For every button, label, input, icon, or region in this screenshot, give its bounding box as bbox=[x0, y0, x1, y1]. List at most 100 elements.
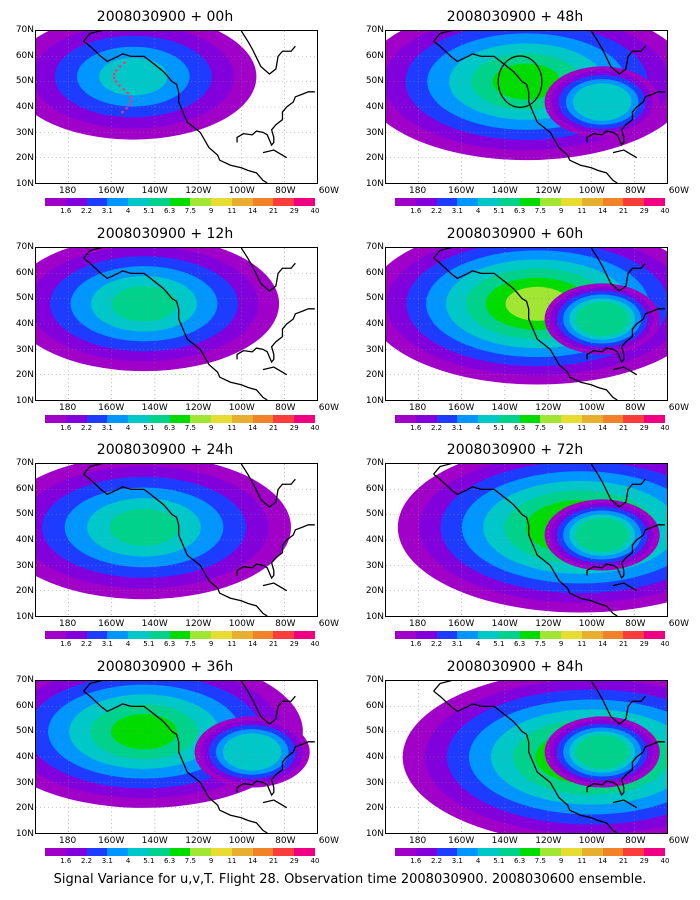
colorbar-tick-label: 4 bbox=[475, 207, 481, 215]
coastline bbox=[433, 690, 618, 833]
colorbar-tick-label: 3.1 bbox=[101, 424, 113, 432]
colorbar-tick-label: 3.1 bbox=[451, 857, 463, 865]
colorbar-swatch bbox=[457, 631, 479, 639]
sample-point bbox=[115, 69, 118, 72]
longitude-label: 120W bbox=[535, 186, 562, 196]
colorbar-tick-label: 21 bbox=[268, 857, 278, 865]
latitude-label: 30N bbox=[365, 560, 384, 571]
colorbar-labels: 1.6 2.2 3.1 4 5.1 6.3 7.5 9 11 14 21 29 40 bbox=[395, 207, 669, 216]
colorbar-tick-label: 3.1 bbox=[101, 640, 113, 648]
colorbar-tick-label: 5.1 bbox=[143, 424, 155, 432]
colorbar-swatch bbox=[644, 198, 665, 206]
longitude-label: 120W bbox=[185, 619, 212, 629]
colorbar-swatch bbox=[211, 198, 232, 206]
longitude-label: 60W bbox=[318, 186, 340, 196]
coastline bbox=[590, 681, 646, 725]
coastline bbox=[236, 741, 315, 797]
longitude-label: 100W bbox=[578, 403, 605, 413]
latitude-label: 50N bbox=[365, 726, 384, 737]
map-panel-p00: 2008030900 + 00h 70N 60N 50N 40N 30N 20N 10N 180… bbox=[0, 8, 339, 218]
colorbar-tick-label: 5.1 bbox=[493, 857, 505, 865]
map-panel-p12: 2008030900 + 12h 70N 60N 50N 40N 30N 20N 10N 180… bbox=[0, 225, 339, 435]
coastline bbox=[586, 524, 665, 580]
longitude-label: 140W bbox=[491, 619, 518, 629]
colorbar-tick-label: 40 bbox=[660, 857, 670, 865]
colorbar-swatch bbox=[231, 415, 253, 423]
colorbar-tick-label: 2.2 bbox=[430, 207, 443, 215]
variance-contour bbox=[575, 301, 629, 337]
colorbar-tick-label: 1.6 bbox=[410, 640, 422, 648]
colorbar-tick-label: 40 bbox=[660, 207, 670, 215]
latitude-label: 70N bbox=[365, 458, 384, 468]
colorbar-tick-label: 40 bbox=[310, 857, 320, 865]
latitude-label: 50N bbox=[365, 76, 384, 87]
latitude-label: 10N bbox=[15, 612, 34, 622]
colorbar-swatch bbox=[395, 631, 416, 639]
longitude-label: 140W bbox=[491, 186, 518, 196]
colorbar-labels: 1.6 2.2 3.1 4 5.1 6.3 7.5 9 11 14 21 29 40 bbox=[45, 857, 319, 866]
colorbar-swatch bbox=[65, 198, 87, 206]
coastline bbox=[240, 464, 296, 508]
colorbar bbox=[45, 848, 315, 856]
colorbar-tick-label: 14 bbox=[598, 207, 608, 215]
colorbar-swatch bbox=[581, 848, 603, 856]
colorbar-tick-label: 14 bbox=[248, 424, 258, 432]
colorbar-tick-label: 9 bbox=[208, 424, 214, 432]
colorbar-swatch bbox=[148, 415, 170, 423]
colorbar-tick-label: 21 bbox=[268, 424, 278, 432]
coastline bbox=[590, 248, 646, 292]
colorbar-swatch bbox=[86, 198, 108, 206]
colorbar-swatch bbox=[211, 415, 232, 423]
longitude-label: 160W bbox=[98, 186, 125, 196]
latitude-label: 50N bbox=[365, 293, 384, 304]
latitude-label: 40N bbox=[365, 319, 384, 329]
latitude-label: 20N bbox=[365, 370, 384, 381]
longitude-label: 160W bbox=[98, 836, 125, 846]
colorbar-swatch bbox=[540, 415, 562, 423]
sample-point bbox=[122, 87, 125, 91]
colorbar-tick-label: 7.5 bbox=[184, 424, 196, 432]
latitude-label: 40N bbox=[15, 102, 34, 112]
colorbar-swatch bbox=[457, 415, 479, 423]
coastline bbox=[236, 91, 315, 147]
colorbar-swatch bbox=[498, 631, 520, 639]
colorbar-tick-label: 3.1 bbox=[101, 207, 113, 215]
coastline bbox=[612, 582, 638, 592]
colorbar-tick-label: 4 bbox=[125, 640, 131, 648]
latitude-label: 60N bbox=[15, 483, 34, 494]
longitude-label: 180 bbox=[59, 836, 77, 846]
coastline bbox=[83, 690, 268, 833]
longitude-label: 140W bbox=[141, 186, 168, 196]
map-panel-p60: 2008030900 + 60h 70N 60N 50N 40N 30N 20N 10N 180… bbox=[350, 225, 689, 435]
colorbar-swatch bbox=[86, 848, 108, 856]
colorbar-swatch bbox=[273, 415, 295, 423]
colorbar-swatch bbox=[273, 848, 295, 856]
colorbar-swatch bbox=[436, 631, 458, 639]
longitude-label: 180 bbox=[409, 186, 427, 196]
colorbar-swatch bbox=[86, 631, 108, 639]
colorbar-swatch bbox=[644, 631, 665, 639]
colorbar-tick-label: 5.1 bbox=[143, 640, 155, 648]
colorbar-tick-label: 29 bbox=[289, 424, 299, 432]
sample-point bbox=[112, 76, 116, 80]
colorbar-tick-label: 3.1 bbox=[101, 857, 113, 865]
latitude-label: 70N bbox=[365, 675, 384, 685]
latitude-label: 60N bbox=[365, 267, 384, 278]
colorbar bbox=[395, 415, 665, 423]
longitude-label: 60W bbox=[318, 836, 340, 846]
longitude-label: 140W bbox=[491, 836, 518, 846]
coastline bbox=[433, 40, 618, 183]
coastline bbox=[83, 40, 268, 183]
colorbar-swatch bbox=[457, 848, 479, 856]
colorbar-tick-label: 14 bbox=[248, 207, 258, 215]
colorbar-swatch bbox=[45, 631, 66, 639]
coastline bbox=[240, 681, 296, 725]
colorbar-tick-label: 3.1 bbox=[451, 640, 463, 648]
colorbar-tick-label: 11 bbox=[577, 857, 587, 865]
coastline bbox=[433, 464, 453, 475]
colorbar-swatch bbox=[602, 631, 624, 639]
signal-variance-map bbox=[386, 464, 667, 616]
colorbar-tick-label: 1.6 bbox=[60, 424, 72, 432]
coastline bbox=[262, 582, 288, 592]
latitude-label: 30N bbox=[365, 777, 384, 788]
